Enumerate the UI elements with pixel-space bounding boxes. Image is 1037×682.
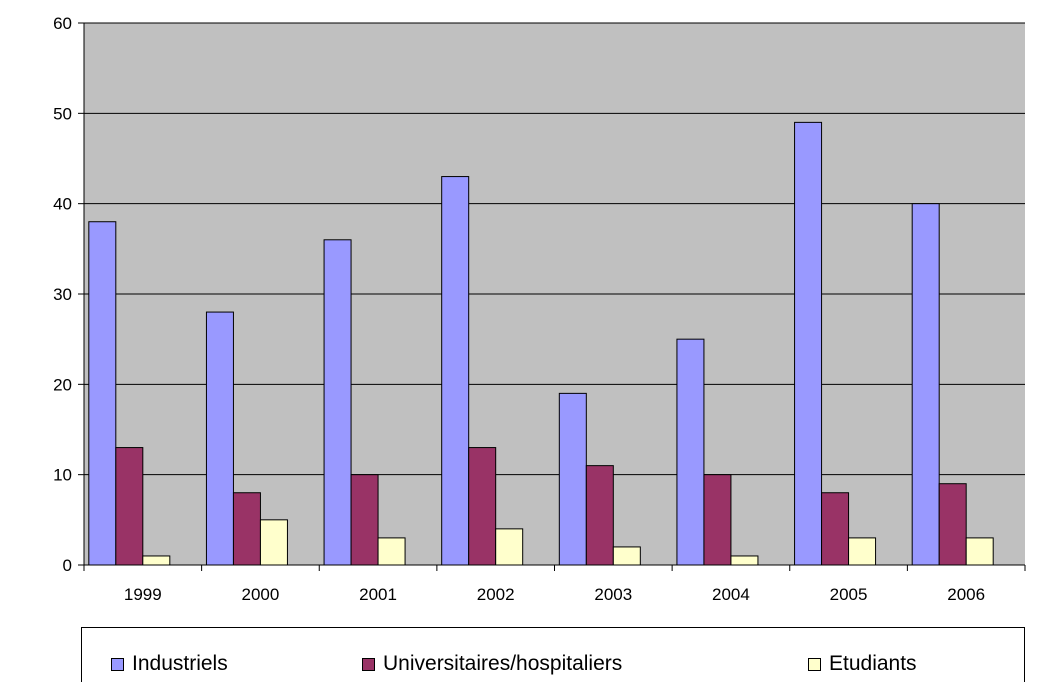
bar-universitaires-hospitaliers-2001 bbox=[350, 474, 379, 566]
bar-industriels-2003 bbox=[558, 392, 587, 566]
gridlines bbox=[84, 22, 1025, 476]
x-tick-label: 2000 bbox=[242, 585, 280, 604]
bar-industriels-2006 bbox=[911, 203, 940, 566]
x-tick-label: 1999 bbox=[124, 585, 162, 604]
legend-label-universitaires: Universitaires/hospitaliers bbox=[383, 652, 623, 675]
x-tick-label: 2006 bbox=[947, 585, 985, 604]
y-tick-labels: 0 10 20 30 40 50 60 bbox=[53, 14, 72, 575]
y-tick-label: 10 bbox=[53, 466, 72, 485]
x-tick-labels: 1999 2000 2001 2002 2003 2004 2005 2006 bbox=[124, 585, 985, 604]
x-tick-label: 2001 bbox=[359, 585, 397, 604]
legend-label-etudiants: Etudiants bbox=[829, 652, 917, 675]
bar-etudiants-1999 bbox=[142, 555, 171, 566]
y-tick-label: 20 bbox=[53, 375, 72, 394]
bar-universitaires-hospitaliers-2003 bbox=[585, 465, 614, 566]
legend-item-industriels: Industriels bbox=[111, 652, 228, 676]
x-tick-label: 2002 bbox=[477, 585, 515, 604]
legend-swatch-etudiants bbox=[808, 657, 821, 671]
axes bbox=[78, 22, 1026, 571]
bar-industriels-2005 bbox=[794, 121, 823, 566]
bar-universitaires-hospitaliers-2002 bbox=[468, 447, 497, 566]
bar-universitaires-hospitaliers-2005 bbox=[821, 492, 850, 566]
legend-swatch-universitaires bbox=[362, 657, 375, 671]
legend-label-industriels: Industriels bbox=[132, 652, 228, 675]
y-tick-label: 0 bbox=[63, 556, 72, 575]
bar-industriels-2004 bbox=[676, 338, 705, 566]
legend-item-universitaires: Universitaires/hospitaliers bbox=[362, 652, 622, 676]
y-tick-label: 50 bbox=[53, 104, 72, 123]
y-tick-label: 40 bbox=[53, 195, 72, 214]
y-tick-label: 30 bbox=[53, 285, 72, 304]
bar-industriels-2001 bbox=[323, 239, 352, 566]
bar-industriels-2000 bbox=[205, 311, 234, 566]
bar-etudiants-2000 bbox=[259, 519, 288, 566]
legend: Industriels Universitaires/hospitaliers … bbox=[81, 627, 1025, 682]
bar-etudiants-2005 bbox=[848, 537, 877, 566]
bar-etudiants-2002 bbox=[495, 528, 524, 566]
bar-industriels-1999 bbox=[88, 221, 117, 566]
bar-universitaires-hospitaliers-2004 bbox=[703, 474, 732, 566]
bar-etudiants-2006 bbox=[965, 537, 994, 566]
bar-universitaires-hospitaliers-2000 bbox=[232, 492, 261, 566]
legend-item-etudiants: Etudiants bbox=[808, 652, 917, 676]
y-tick-label: 60 bbox=[53, 14, 72, 33]
bar-industriels-2002 bbox=[441, 176, 470, 566]
bar-chart: 0 10 20 30 40 50 60 1999 2000 2001 2002 2003 2004 20… bbox=[53, 14, 1026, 604]
x-tick-label: 2005 bbox=[830, 585, 868, 604]
bar-etudiants-2003 bbox=[612, 546, 641, 566]
bar-universitaires-hospitaliers-2006 bbox=[938, 483, 967, 566]
legend-swatch-industriels bbox=[111, 657, 124, 671]
x-tick-label: 2003 bbox=[594, 585, 632, 604]
x-tick-label: 2004 bbox=[712, 585, 750, 604]
bar-etudiants-2001 bbox=[377, 537, 406, 566]
bar-universitaires-hospitaliers-1999 bbox=[115, 447, 144, 566]
bars bbox=[88, 121, 994, 566]
bar-etudiants-2004 bbox=[730, 555, 759, 566]
